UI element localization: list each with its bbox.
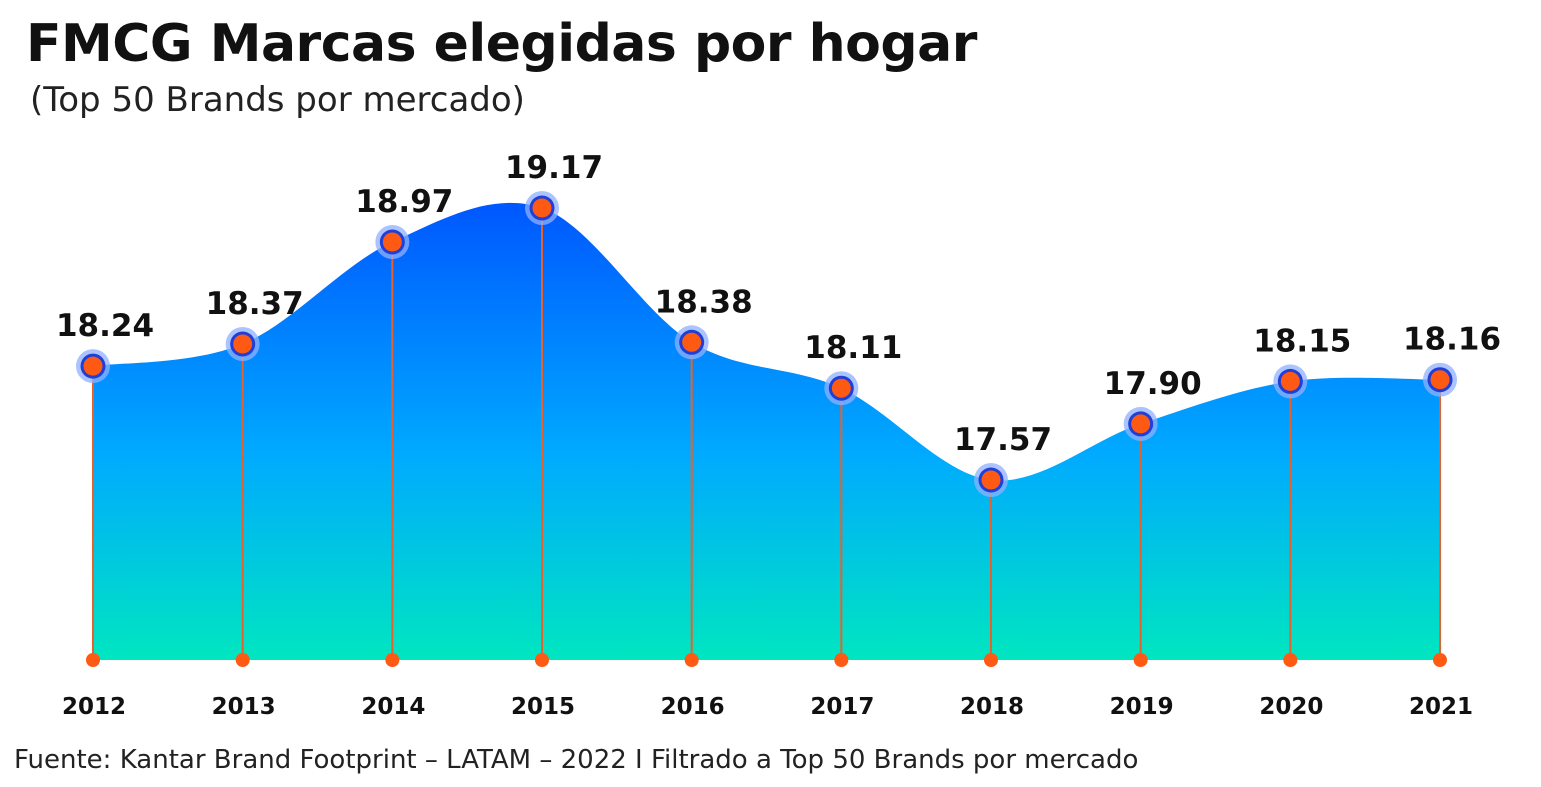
area-fill (93, 202, 1440, 661)
chart-title: FMCG Marcas elegidas por hogar (26, 14, 977, 74)
data-label: 18.37 (206, 286, 304, 322)
baseline-dot (1133, 653, 1148, 667)
data-label: 19.17 (505, 150, 603, 186)
data-point (83, 356, 103, 376)
baseline-dot (1283, 653, 1298, 667)
baseline-dot (385, 653, 400, 667)
baseline-dot (1433, 653, 1447, 667)
data-label: 18.15 (1253, 323, 1351, 359)
data-label: 18.11 (804, 330, 902, 366)
data-point (233, 334, 253, 354)
x-tick-label: 2013 (212, 694, 276, 720)
chart-subtitle: (Top 50 Brands por mercado) (30, 80, 525, 120)
data-point (1280, 371, 1300, 391)
data-point (682, 332, 702, 352)
data-label: 17.90 (1104, 366, 1202, 402)
x-tick-label: 2015 (511, 694, 575, 720)
x-tick-label: 2020 (1259, 694, 1323, 720)
data-point (1430, 370, 1450, 390)
data-label: 17.57 (954, 422, 1052, 458)
x-tick-label: 2016 (661, 694, 725, 720)
data-point (981, 470, 1001, 490)
x-tick-label: 2012 (62, 694, 126, 720)
baseline-dot (535, 653, 549, 667)
data-point (382, 232, 402, 252)
baseline-dot (684, 653, 699, 667)
data-label: 18.16 (1403, 322, 1501, 358)
x-tick-label: 2019 (1110, 694, 1174, 720)
data-label: 18.24 (56, 308, 154, 344)
data-point (1131, 414, 1151, 434)
x-tick-label: 2018 (960, 694, 1024, 720)
data-point (532, 198, 552, 218)
baseline-dot (834, 653, 849, 667)
data-label: 18.97 (355, 184, 453, 220)
baseline-dot (86, 653, 100, 667)
data-label: 18.38 (655, 284, 753, 320)
data-point (831, 378, 851, 398)
baseline-dot (235, 653, 250, 667)
x-tick-label: 2021 (1409, 694, 1473, 720)
source-note: Fuente: Kantar Brand Footprint – LATAM –… (14, 745, 1139, 775)
x-tick-label: 2017 (810, 694, 874, 720)
baseline-dot (984, 653, 998, 667)
x-tick-label: 2014 (361, 694, 425, 720)
